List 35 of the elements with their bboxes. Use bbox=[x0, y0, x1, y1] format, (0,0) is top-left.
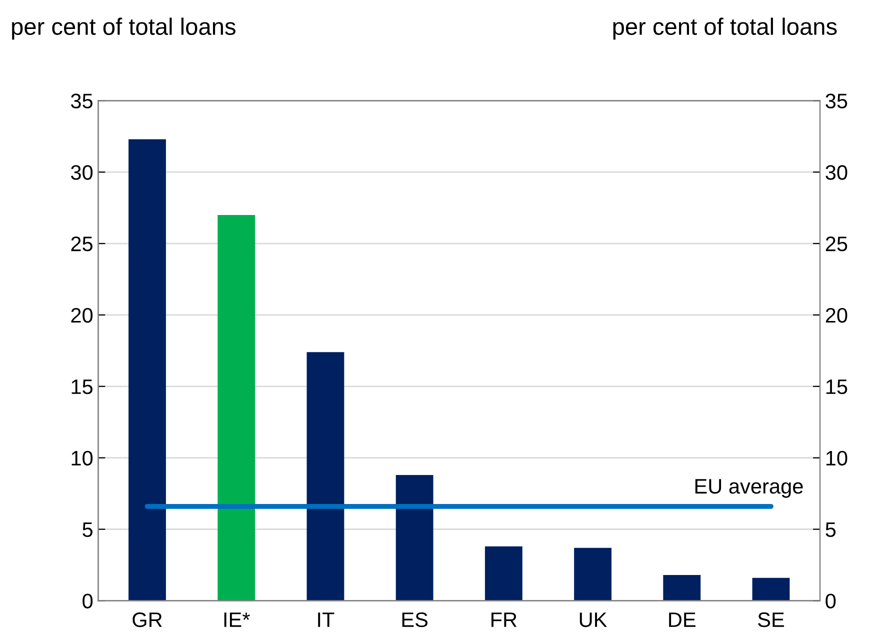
bar bbox=[484, 546, 522, 601]
y2-tick-label: 15 bbox=[826, 380, 848, 394]
y-tick-label: 10 bbox=[72, 450, 93, 466]
y-tick-label: 25 bbox=[71, 236, 92, 252]
y-tick-label: 5 bbox=[82, 522, 92, 538]
ref-line-label: EU average bbox=[695, 479, 803, 498]
bar bbox=[396, 474, 434, 601]
y2-tick-label: 35 bbox=[826, 94, 848, 108]
bar bbox=[128, 139, 166, 601]
x-tick-label: IE* bbox=[224, 612, 250, 627]
y2-tick-label: 0 bbox=[826, 594, 836, 608]
x-tick-label: UK bbox=[580, 612, 608, 628]
y-axis-title: per cent of total loans bbox=[12, 18, 236, 40]
y2-tick-label: 10 bbox=[826, 450, 848, 466]
bar bbox=[218, 214, 256, 601]
y2-tick-label: 25 bbox=[826, 236, 848, 252]
x-tick-label: IT bbox=[318, 612, 334, 627]
y2-axis-title: per cent of total loans bbox=[613, 18, 837, 40]
x-tick-label: DE bbox=[669, 612, 696, 627]
y-tick-label: 20 bbox=[71, 308, 93, 323]
x-tick-label: SE bbox=[758, 612, 784, 628]
y-tick-label: 30 bbox=[70, 165, 93, 180]
y-tick-label: 15 bbox=[72, 380, 92, 394]
y-tick-label: 0 bbox=[82, 594, 93, 608]
bar bbox=[752, 578, 790, 601]
bar bbox=[663, 574, 701, 601]
y2-tick-label: 20 bbox=[826, 308, 848, 323]
y2-tick-label: 30 bbox=[826, 165, 848, 180]
bar bbox=[574, 548, 612, 601]
x-tick-label: ES bbox=[402, 612, 428, 628]
x-tick-label: FR bbox=[491, 612, 517, 627]
bar bbox=[306, 352, 344, 601]
y-tick-label: 35 bbox=[70, 94, 92, 108]
x-tick-label: GR bbox=[132, 612, 162, 628]
y2-tick-label: 5 bbox=[826, 522, 836, 538]
